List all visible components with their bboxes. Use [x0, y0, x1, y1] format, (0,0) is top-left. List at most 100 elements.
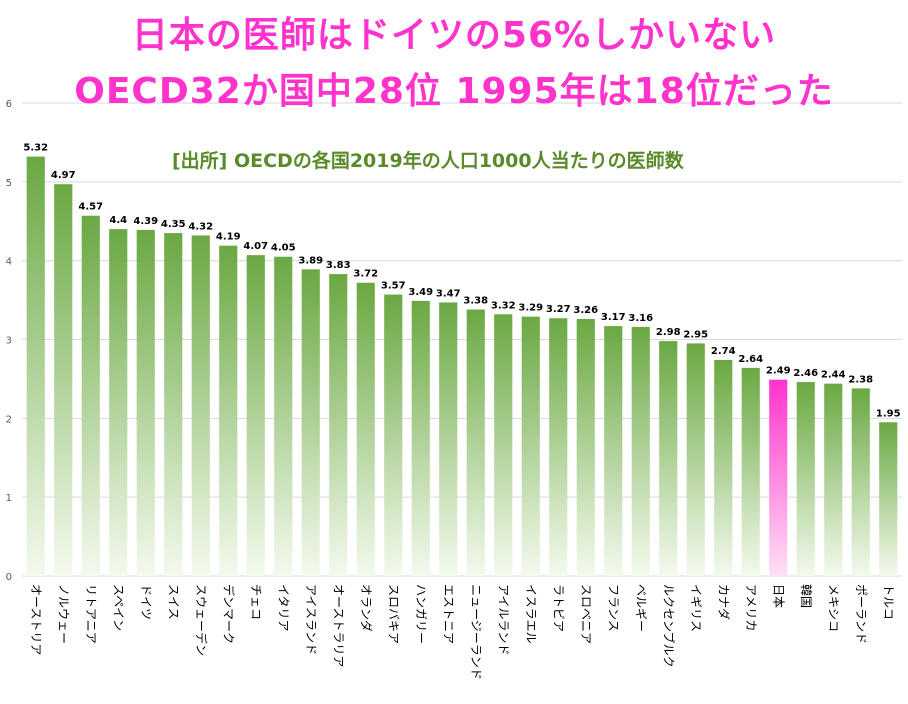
bar-highlight [769, 379, 788, 576]
bar [54, 184, 73, 576]
category-label: スロバキア [386, 584, 400, 644]
category-label: イスラエル [524, 584, 538, 644]
value-label: 2.49 [766, 366, 791, 377]
value-label: 3.17 [601, 312, 626, 323]
value-label: 3.16 [628, 313, 653, 324]
category-label: トルコ [881, 584, 895, 620]
value-label: 3.72 [353, 269, 378, 280]
category-label: イタリア [276, 584, 290, 632]
value-label: 5.32 [23, 143, 48, 154]
value-label: 1.95 [876, 408, 901, 419]
category-label: 日本 [771, 584, 785, 608]
category-label: ドイツ [139, 584, 153, 620]
category-label: イギリス [689, 584, 703, 632]
category-label: フランス [606, 584, 620, 632]
category-label: チェコ [249, 584, 263, 620]
category-label: ルクセンブルク [661, 584, 676, 668]
bar [549, 318, 568, 576]
bar [686, 343, 705, 576]
category-label: ノルウェー [56, 584, 70, 644]
value-label: 4.32 [188, 221, 213, 232]
bar [714, 359, 733, 576]
value-label: 2.44 [821, 370, 846, 381]
y-tick-label: 6 [6, 99, 12, 110]
value-label: 2.74 [711, 346, 736, 357]
value-label: 3.27 [546, 304, 571, 315]
category-label: オーストリア [29, 584, 43, 655]
category-label: デンマーク [221, 584, 236, 644]
bar [219, 245, 238, 576]
value-label: 4.07 [243, 241, 268, 252]
y-tick-label: 0 [6, 572, 12, 583]
category-label: オーストラリア [331, 584, 345, 667]
bar [191, 235, 210, 576]
bar [659, 341, 678, 576]
bar [439, 302, 458, 576]
value-label: 4.35 [161, 219, 186, 230]
value-label: 4.39 [133, 216, 158, 227]
y-tick-label: 3 [6, 336, 12, 347]
category-label: アメリカ [744, 584, 758, 631]
category-label: ハンガリー [414, 584, 428, 644]
bar [356, 282, 375, 576]
bar [26, 156, 45, 576]
category-label: スイス [166, 584, 180, 620]
y-tick-label: 2 [6, 414, 12, 425]
bar [741, 367, 760, 576]
y-tick-label: 1 [6, 493, 12, 504]
value-label: 3.32 [491, 300, 516, 311]
category-label: スペイン [111, 584, 125, 631]
value-label: 4.05 [271, 243, 296, 254]
value-label: 4.4 [109, 215, 127, 226]
source-note: [出所] OECDの各国2019年の人口1000人当たりの医師数 [172, 150, 684, 172]
value-label: 4.19 [216, 232, 241, 243]
headline-line-1: 日本の医師はドイツの56%しかいない [131, 15, 777, 56]
value-label: 2.95 [683, 329, 708, 340]
y-tick-label: 5 [6, 178, 12, 189]
value-label: 2.64 [738, 354, 763, 365]
bar [246, 255, 265, 577]
category-label: アイルランド [496, 584, 510, 655]
bar [824, 383, 843, 576]
category-label: リトアニア [84, 584, 98, 644]
category-label: スウェーデン [194, 584, 209, 656]
value-label: 3.57 [381, 281, 406, 292]
bar [136, 229, 155, 576]
category-label: エストニア [441, 584, 455, 644]
bar [384, 294, 403, 576]
bar [879, 422, 898, 576]
bar [466, 309, 485, 576]
bar [81, 215, 100, 576]
bar [411, 300, 430, 576]
bar [301, 269, 320, 576]
bar [274, 256, 293, 576]
value-label: 2.46 [793, 368, 818, 379]
bar [796, 382, 815, 576]
category-label: ラトビア [551, 584, 565, 632]
headline-line-2: OECD32か国中28位 1995年は18位だった [74, 71, 834, 112]
value-label: 3.38 [463, 296, 488, 307]
value-labels: 5.324.974.574.4 4.39 4.35 4.324.194.07 4.053… [23, 143, 900, 420]
bar [521, 316, 540, 576]
value-label: 2.98 [656, 327, 681, 338]
bar [329, 274, 348, 576]
bar [164, 233, 183, 576]
value-label: 3.83 [326, 260, 351, 271]
bars [26, 156, 898, 577]
y-axis: 0 1 2 3 4 5 6 [6, 99, 12, 583]
x-axis-categories: オーストリア ノルウェー リトアニア スペイン ドイツ スイス スウェーデン デンマーク チェコ… [29, 584, 896, 680]
value-label: 3.47 [436, 288, 461, 299]
category-label: ポーランド [854, 584, 868, 644]
value-label: 3.89 [298, 255, 323, 266]
category-label: カナダ [716, 584, 731, 620]
value-label: 3.49 [408, 287, 433, 298]
bar [604, 326, 623, 576]
bar [576, 319, 595, 576]
category-label: アイスランド [304, 584, 318, 655]
value-label: 4.57 [78, 202, 103, 213]
bar [109, 229, 128, 576]
value-label: 3.29 [518, 303, 543, 314]
y-tick-label: 4 [6, 257, 12, 268]
category-label: ニュージーランド [469, 584, 483, 680]
